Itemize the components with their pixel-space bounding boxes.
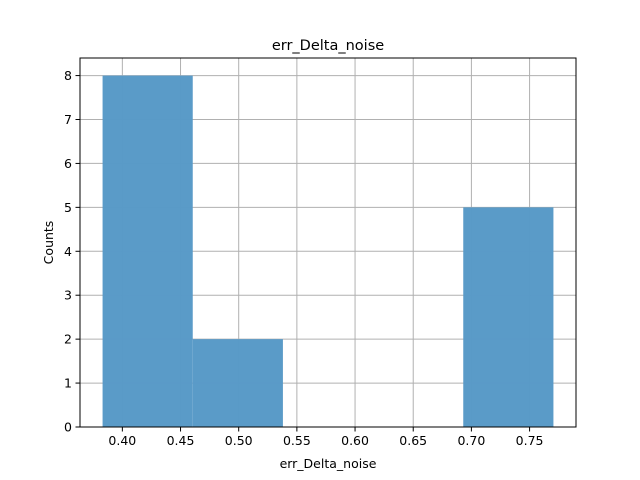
y-tick-label: 1: [64, 376, 72, 391]
histogram-bar: [192, 339, 283, 427]
chart-title: err_Delta_noise: [272, 38, 384, 54]
y-tick-label: 7: [64, 112, 72, 127]
histogram-bars: [102, 75, 554, 428]
histogram-bar: [463, 207, 554, 427]
y-tick-label: 4: [64, 244, 72, 259]
y-tick-label: 5: [64, 200, 72, 215]
y-tick-label: 0: [64, 420, 72, 435]
y-axis-label: Counts: [41, 221, 56, 265]
histogram-bar: [102, 75, 193, 428]
x-tick-label: 0.60: [341, 433, 369, 448]
plot-frame: [79, 57, 577, 428]
x-tick-label: 0.65: [399, 433, 427, 448]
x-axis-label: err_Delta_noise: [280, 456, 377, 471]
y-tick-label: 8: [64, 68, 72, 83]
x-tick-label: 0.45: [167, 433, 195, 448]
x-tick-label: 0.50: [225, 433, 253, 448]
x-tick-label: 0.40: [108, 433, 136, 448]
x-tick-label: 0.70: [457, 433, 485, 448]
y-tick-label: 6: [64, 156, 72, 171]
x-tick-label: 0.55: [283, 433, 311, 448]
y-tick-label: 2: [64, 332, 72, 347]
x-tick-label: 0.75: [516, 433, 544, 448]
axes: 0.40 0.45 0.50 0.55 0.60 0.65 0.70 0.75 0 1 2 3 4 5 6 7…: [64, 57, 577, 448]
y-tick-label: 3: [64, 288, 72, 303]
